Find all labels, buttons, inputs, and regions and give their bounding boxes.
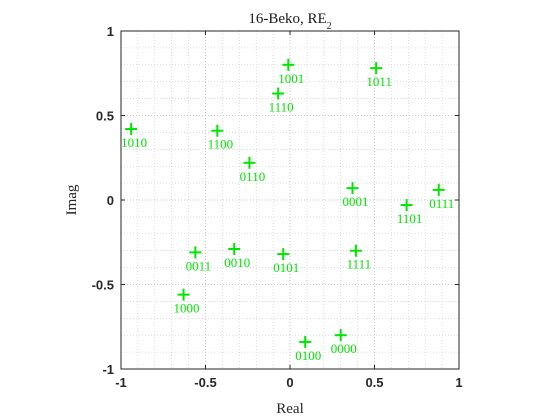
point-label: 0110 [240, 169, 266, 184]
x-tick-label: 0 [286, 375, 293, 390]
x-tick-label: 1 [455, 375, 462, 390]
y-axis-label: Imag [64, 184, 80, 215]
y-tick-labels: -1 -0.5 0 0.5 1 [92, 24, 114, 377]
data-point: 1110 [269, 87, 294, 115]
point-label: 0000 [331, 341, 357, 356]
data-point: 1010 [121, 123, 147, 150]
data-point: 0010 [224, 243, 250, 270]
point-label: 0100 [295, 348, 321, 363]
point-label: 0010 [224, 255, 250, 270]
data-point: 1011 [366, 62, 392, 89]
point-label: 1111 [347, 257, 372, 272]
data-points: 1001 1011 1110 1010 1100 0110 0111 0001 1101 0010… [121, 58, 454, 363]
point-label: 1011 [366, 74, 392, 89]
point-label: 0011 [186, 258, 212, 273]
data-point: 0100 [295, 335, 321, 363]
y-tick-label: 0 [107, 193, 114, 208]
x-axis-label: Real [276, 401, 304, 417]
point-label: 1000 [174, 301, 200, 316]
chart-title-main: 16-Beko, RE [248, 11, 326, 27]
axis-ticks [120, 30, 460, 370]
point-label: 1010 [121, 135, 147, 150]
y-tick-label: 1 [107, 24, 114, 39]
point-label: 1101 [397, 211, 423, 226]
point-label: 1110 [269, 100, 294, 115]
data-point: 0011 [186, 246, 212, 273]
data-point: 1111 [347, 244, 372, 272]
data-point: 0000 [331, 329, 357, 356]
data-point: 1000 [174, 288, 200, 316]
x-tick-label: -1 [115, 375, 127, 390]
point-label: 0001 [343, 194, 369, 209]
chart-title-subscript: 2 [327, 21, 332, 32]
x-tick-label: 0.5 [365, 375, 383, 390]
data-point: 0101 [273, 248, 299, 275]
point-label: 1100 [208, 137, 234, 152]
y-tick-label: -1 [102, 362, 114, 377]
data-point: 1100 [208, 124, 234, 152]
data-point: 1001 [278, 58, 304, 86]
chart-title: 16-Beko, RE2 [248, 11, 331, 32]
x-tick-label: -0.5 [194, 375, 216, 390]
data-point: 0110 [240, 156, 266, 184]
data-point: 0111 [429, 183, 454, 211]
data-point: 1101 [397, 199, 423, 226]
point-label: 1001 [278, 71, 304, 86]
point-label: 0111 [429, 196, 454, 211]
y-tick-label: -0.5 [92, 278, 114, 293]
y-tick-label: 0.5 [96, 109, 114, 124]
point-label: 0101 [273, 260, 299, 275]
data-point: 0001 [343, 182, 369, 209]
x-tick-labels: -1 -0.5 0 0.5 1 [115, 375, 462, 390]
